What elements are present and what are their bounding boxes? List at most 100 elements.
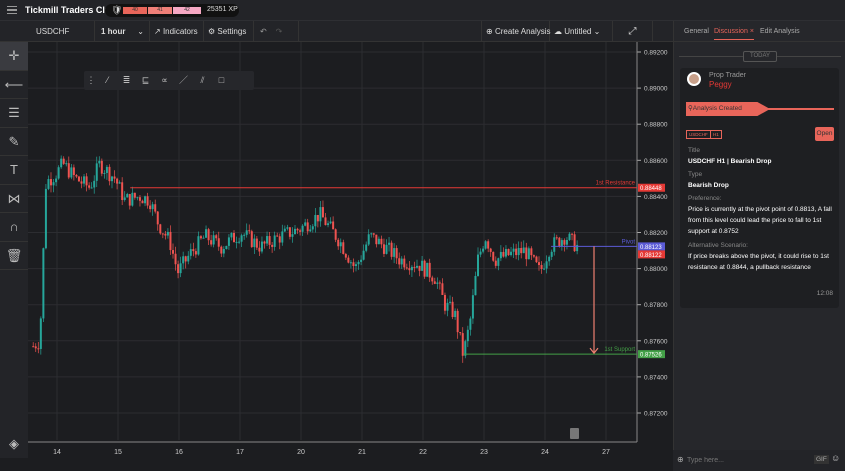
candle-body <box>197 236 200 255</box>
emoji-icon[interactable]: ☺ <box>831 453 841 463</box>
candle-body <box>482 248 485 252</box>
candle-body <box>194 251 197 255</box>
candle-body <box>174 253 177 265</box>
candle-body <box>39 318 42 349</box>
candle-body <box>184 256 187 262</box>
tab-discussion[interactable]: Discussion × <box>714 28 754 40</box>
candle-body <box>55 178 58 183</box>
layout-select[interactable]: ☁ Untitled ⌄ <box>550 21 613 42</box>
pattern-icon[interactable]: ⋈ <box>0 185 28 213</box>
brand-title: Tickmill Traders Club <box>25 5 116 15</box>
undo-icon[interactable]: ↶ <box>260 27 267 36</box>
candle-body <box>253 238 256 248</box>
message-composer: ⊕ GIF ☺ <box>673 450 845 471</box>
candle-body <box>250 231 253 248</box>
y-tick-label: 0.88200 <box>644 230 668 237</box>
open-button[interactable]: Open <box>815 127 834 141</box>
candle-body <box>421 260 424 271</box>
candle-body <box>494 260 497 266</box>
candle-body <box>327 223 330 226</box>
candle-body <box>47 179 50 189</box>
timeframe-select[interactable]: 1 hour ⌄ <box>95 21 150 42</box>
fullscreen-icon[interactable]: ⤢ <box>613 21 653 42</box>
candle-body <box>304 222 307 226</box>
fill-icon[interactable]: ⊑ <box>141 75 150 85</box>
candle-body <box>212 235 215 245</box>
candle-body <box>507 249 510 256</box>
level-badge <box>638 183 665 192</box>
candle-body <box>266 236 269 244</box>
candle-body <box>72 167 75 175</box>
chart-canvas[interactable]: 14 15 16 17 20 21 22 23 24 27 0.89200 0.89000 0.8880… <box>28 42 673 458</box>
candle-body <box>65 163 68 165</box>
x-tick-label: 24 <box>541 449 549 456</box>
candle-body <box>558 237 561 247</box>
alternative-text: If price breaks above the pivot, it coul… <box>688 253 829 271</box>
candle-body <box>367 234 370 245</box>
create-analysis-button[interactable]: ⊕ Create Analysis <box>481 21 551 42</box>
close-icon[interactable]: × <box>749 28 754 35</box>
candle-body <box>222 249 225 254</box>
message-input[interactable] <box>687 453 807 468</box>
candle-body <box>166 231 169 236</box>
candle-body <box>199 236 202 239</box>
symbol-selector[interactable]: USDCHF <box>30 21 95 42</box>
candle-body <box>133 192 136 198</box>
crosshair-icon[interactable]: ✛ <box>0 42 28 71</box>
candle-body <box>352 262 355 266</box>
fib-levels-icon[interactable]: ☰ <box>0 99 28 128</box>
candle-body <box>571 233 574 235</box>
candle-body <box>164 233 167 236</box>
candle-body <box>116 178 119 184</box>
candle-body <box>510 251 513 256</box>
candle-body <box>225 245 228 250</box>
candle-body <box>268 236 271 245</box>
candle-body <box>291 234 294 237</box>
text-icon[interactable]: T <box>0 156 28 185</box>
candle-body <box>321 207 324 218</box>
rectangle-icon[interactable]: □ <box>218 75 225 85</box>
add-icon[interactable]: ⊕ <box>677 455 684 464</box>
gif-button[interactable]: GIF <box>814 455 829 464</box>
lines-icon[interactable]: ≣ <box>122 75 131 85</box>
candle-body <box>146 196 149 206</box>
drag-handle-icon[interactable]: ⋮ <box>86 75 96 85</box>
candle-body <box>576 244 579 252</box>
price-chart[interactable]: 14 15 16 17 20 21 22 23 24 27 0.89200 0.89000 0.8880… <box>28 42 673 458</box>
magnet-icon[interactable]: ∩ <box>0 213 28 242</box>
candle-body <box>471 295 474 319</box>
indicators-button[interactable]: ↗ Indicators <box>150 21 204 42</box>
trash-icon[interactable]: 🗑 <box>0 242 28 270</box>
redo-icon[interactable]: ↷ <box>275 27 283 36</box>
candle-body <box>50 179 53 186</box>
candle-body <box>306 222 309 232</box>
settings-button[interactable]: ⚙ Settings <box>204 21 254 42</box>
line-icon[interactable]: ／ <box>178 75 188 85</box>
pencil-icon[interactable]: ⁄ <box>106 75 109 85</box>
candle-body <box>497 258 500 266</box>
style-icon[interactable]: ∝ <box>161 75 168 85</box>
candle-body <box>334 229 337 240</box>
title-label: Title <box>688 147 701 154</box>
brush-icon[interactable]: ✎ <box>0 128 28 156</box>
user-name: Peggy <box>709 80 732 89</box>
y-tick-label: 0.87600 <box>644 338 668 345</box>
horizontal-line-icon[interactable]: ⟵ <box>0 71 28 99</box>
candle-body <box>144 196 147 204</box>
candle-body <box>299 230 302 232</box>
analysis-type: Bearish Drop <box>688 182 729 189</box>
candle-body <box>532 255 535 257</box>
candle-body <box>527 248 530 260</box>
visibility-icon[interactable]: ◈ <box>9 436 19 451</box>
candle-body <box>83 176 86 184</box>
candle-body <box>220 246 223 254</box>
parallel-icon[interactable]: ⫽ <box>200 75 205 85</box>
candle-body <box>111 176 114 182</box>
tab-edit-analysis[interactable]: Edit Analysis <box>760 28 800 35</box>
candle-body <box>179 263 182 274</box>
hamburger-menu-icon[interactable] <box>7 6 17 14</box>
candle-body <box>461 333 464 356</box>
tab-general[interactable]: General <box>684 28 709 35</box>
candle-body <box>565 239 568 245</box>
candle-body <box>105 166 108 173</box>
